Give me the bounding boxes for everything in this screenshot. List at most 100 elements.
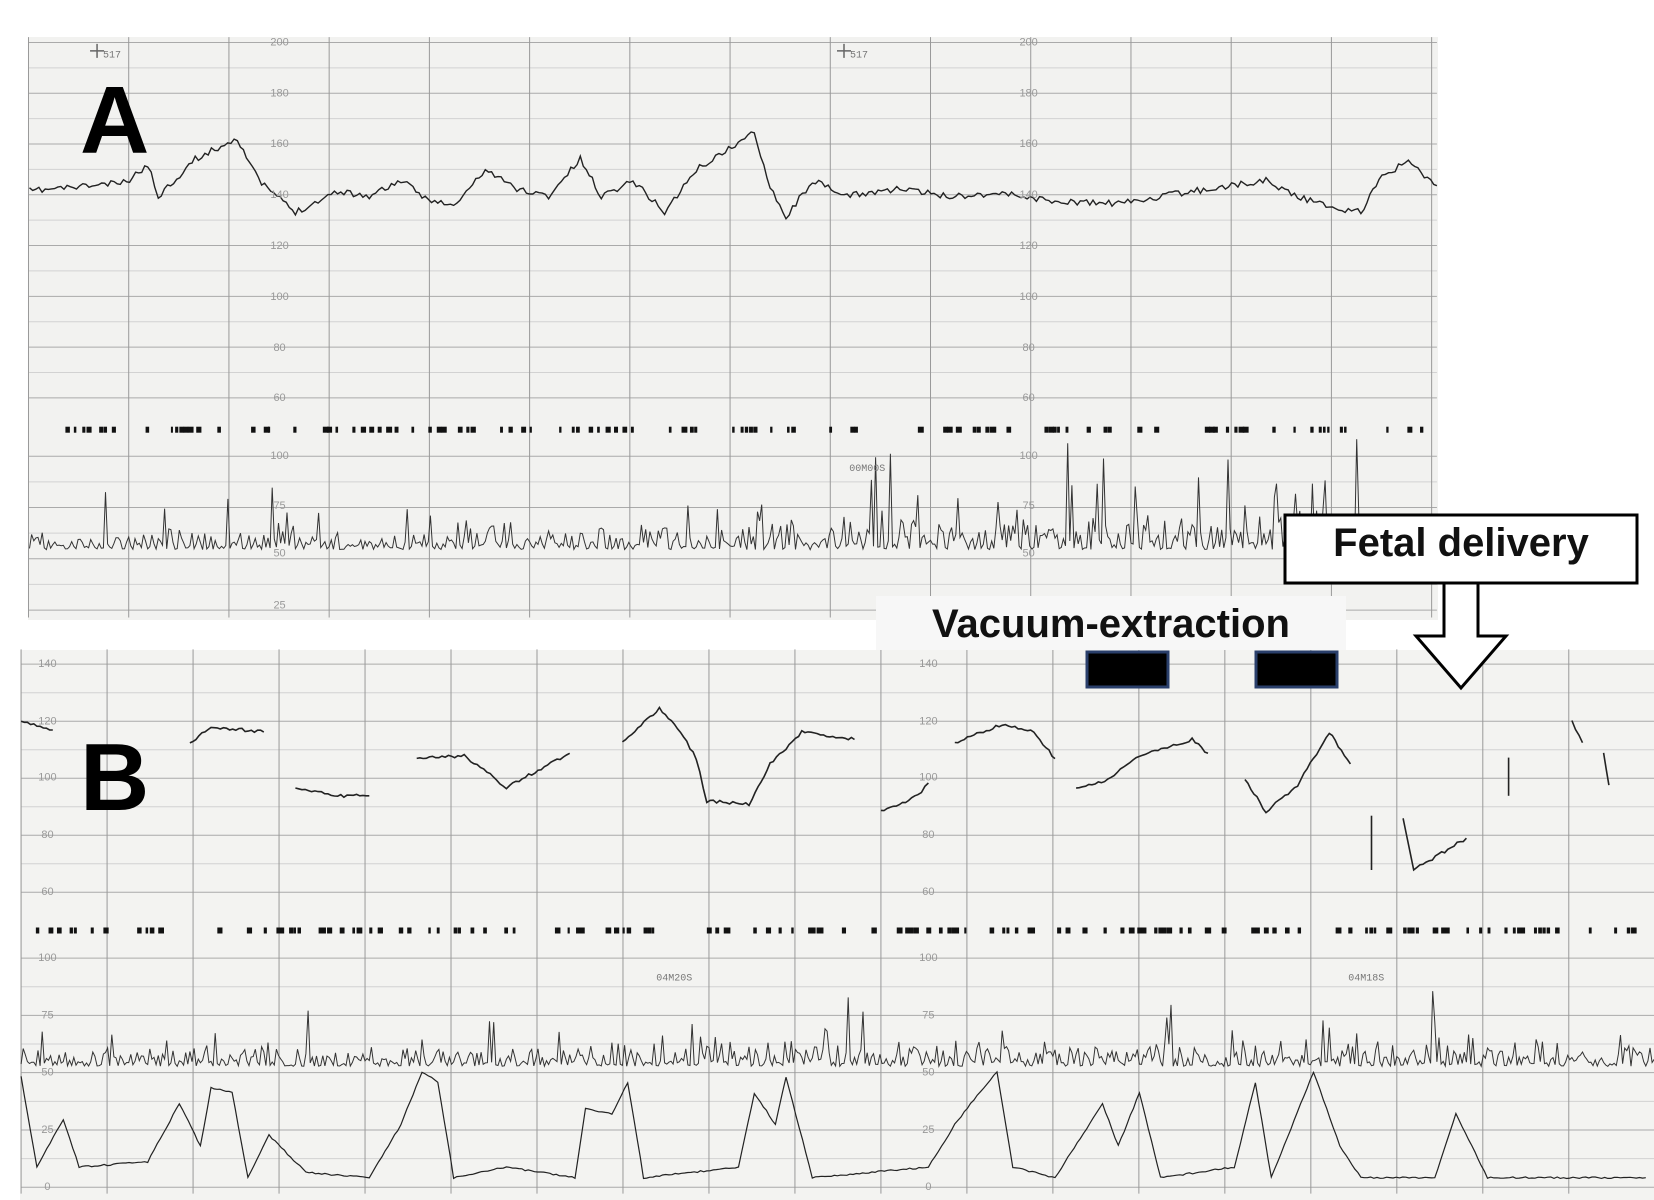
event-tick: [111, 426, 116, 433]
event-tick: [812, 927, 816, 934]
event-tick: [1365, 927, 1368, 934]
event-tick: [571, 426, 575, 433]
event-tick: [407, 927, 412, 934]
event-tick: [183, 426, 189, 433]
event-tick: [955, 426, 962, 433]
event-tick: [753, 927, 757, 934]
event-tick: [1263, 927, 1269, 934]
event-tick: [318, 927, 324, 934]
event-tick: [808, 927, 815, 934]
event-tick: [1128, 927, 1135, 934]
event-tick: [1238, 426, 1245, 433]
event-tick: [86, 426, 92, 433]
event-tick: [394, 426, 399, 433]
event-tick: [529, 426, 532, 433]
event-tick: [706, 927, 712, 934]
event-tick: [82, 426, 86, 433]
event-tick: [1411, 927, 1415, 934]
event-tick: [327, 927, 333, 934]
event-tick: [1120, 927, 1125, 934]
event-tick: [1014, 927, 1019, 934]
event-tick: [170, 426, 173, 433]
marker-icon: [837, 43, 851, 58]
event-tick: [1517, 927, 1523, 934]
scale-label: 50: [41, 1067, 53, 1079]
trace: [20, 720, 53, 731]
event-tick: [947, 426, 953, 433]
event-tick: [1631, 927, 1637, 934]
event-tick: [630, 426, 634, 433]
event-tick: [580, 927, 585, 934]
event-tick: [871, 927, 877, 934]
arrow: [1412, 581, 1510, 691]
event-tick: [327, 426, 333, 433]
event-tick: [1052, 426, 1057, 433]
scale-label: 120: [38, 715, 56, 727]
scale-label: 100: [919, 772, 937, 784]
event-tick: [985, 426, 990, 433]
event-tick: [1103, 426, 1108, 433]
event-tick: [926, 927, 932, 934]
event-tick: [597, 426, 600, 433]
event-tick: [614, 426, 619, 433]
timer-label: 04M20S: [656, 973, 692, 984]
event-tick: [1204, 927, 1210, 934]
scale-label: 80: [922, 829, 934, 841]
event-tick: [1386, 927, 1393, 934]
event-tick: [605, 426, 611, 433]
scale-label: 140: [919, 658, 937, 670]
scale-label: 200: [1019, 36, 1037, 48]
event-tick: [605, 927, 612, 934]
event-tick: [470, 927, 475, 934]
event-tick: [1048, 426, 1054, 433]
event-tick: [360, 426, 367, 433]
event-tick: [749, 426, 753, 433]
event-tick: [829, 426, 833, 433]
grid: [20, 37, 1654, 1194]
event-tick: [1373, 927, 1377, 934]
scale-label: 60: [41, 886, 53, 898]
event-tick: [1432, 927, 1439, 934]
event-tick: [917, 426, 924, 433]
event-tick: [715, 927, 720, 934]
scale-label: 60: [922, 886, 934, 898]
event-tick: [149, 927, 155, 934]
event-tick: [1137, 927, 1143, 934]
event-tick: [1242, 426, 1249, 433]
event-tick: [137, 927, 142, 934]
event-tick: [1166, 927, 1173, 934]
event-tick: [1322, 426, 1326, 433]
trace: [1402, 818, 1467, 872]
event-tick: [1407, 426, 1413, 433]
event-tick: [668, 426, 672, 433]
event-tick: [1225, 426, 1230, 433]
event-tick: [457, 927, 461, 934]
event-tick: [1187, 927, 1192, 934]
event-tick: [647, 927, 652, 934]
event-tick: [787, 426, 790, 433]
scale-label: 140: [270, 189, 288, 201]
event-tick: [765, 927, 772, 934]
scale-label: 100: [1019, 450, 1037, 462]
event-tick: [938, 927, 943, 934]
event-tick: [1065, 426, 1069, 433]
event-tick: [508, 426, 513, 433]
scale-label: 75: [41, 1009, 53, 1021]
event-tick: [411, 426, 415, 433]
scale-label: 160: [270, 138, 288, 150]
paper-b: [20, 650, 1654, 1200]
event-tick: [1006, 927, 1010, 934]
event-tick: [69, 927, 73, 934]
event-tick: [1546, 927, 1551, 934]
scale-label: 140: [1019, 189, 1037, 201]
event-tick: [483, 927, 487, 934]
event-tick: [440, 426, 447, 433]
event-tick: [1386, 426, 1389, 433]
event-tick: [1251, 927, 1257, 934]
annotation-box: [876, 596, 1346, 650]
event-tick: [457, 426, 463, 433]
scale-label: 25: [41, 1124, 53, 1136]
event-tick: [500, 426, 503, 433]
scale-label: 25: [922, 1124, 934, 1136]
trace: [295, 787, 370, 799]
